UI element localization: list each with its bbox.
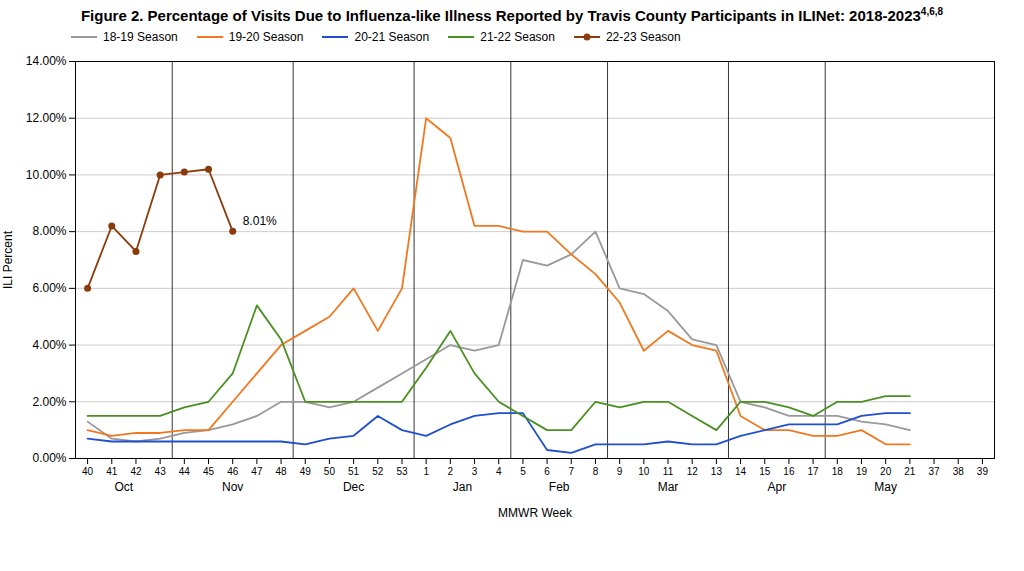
svg-text:ILI Percent: ILI Percent (1, 230, 15, 289)
html-text:22-23 Season: 22-23 Season (605, 29, 681, 44)
svg-text:53: 53 (396, 465, 408, 476)
svg-text:44: 44 (179, 465, 191, 476)
svg-text:14.00%: 14.00% (26, 54, 67, 68)
svg-text:Mar: Mar (658, 480, 679, 494)
svg-text:13: 13 (711, 465, 723, 476)
svg-text:Oct: Oct (115, 480, 134, 494)
svg-text:12.00%: 12.00% (26, 111, 67, 125)
svg-text:17: 17 (808, 465, 820, 476)
svg-text:47: 47 (251, 465, 263, 476)
svg-text:46: 46 (227, 465, 239, 476)
svg-text:8.00%: 8.00% (32, 224, 66, 238)
svg-text:19: 19 (856, 465, 868, 476)
html-text:4,6,8: 4,6,8 (920, 6, 944, 17)
svg-text:6.00%: 6.00% (32, 281, 66, 295)
svg-text:42: 42 (130, 465, 142, 476)
svg-text:Apr: Apr (767, 480, 786, 494)
svg-text:Dec: Dec (343, 480, 364, 494)
svg-text:4: 4 (496, 465, 502, 476)
svg-text:40: 40 (82, 465, 94, 476)
svg-text:1: 1 (423, 465, 429, 476)
svg-text:50: 50 (324, 465, 336, 476)
html-text:19-20 Season: 19-20 Season (228, 29, 304, 44)
svg-text:4.00%: 4.00% (32, 338, 66, 352)
svg-text:12: 12 (687, 465, 699, 476)
svg-text:2.00%: 2.00% (32, 394, 66, 408)
svg-text:6: 6 (544, 465, 550, 476)
html-text:Figure 2. Percentage of Visits: Figure 2. Percentage of Visits Due to In… (80, 7, 921, 24)
svg-text:38: 38 (953, 465, 965, 476)
svg-text:48: 48 (276, 465, 288, 476)
svg-text:21: 21 (904, 465, 916, 476)
svg-text:MMWR Week: MMWR Week (498, 505, 573, 519)
svg-text:3: 3 (472, 465, 478, 476)
svg-text:10.00%: 10.00% (26, 168, 67, 182)
svg-text:39: 39 (977, 465, 989, 476)
svg-text:49: 49 (300, 465, 312, 476)
svg-text:41: 41 (106, 465, 118, 476)
svg-text:9: 9 (617, 465, 623, 476)
svg-text:10: 10 (638, 465, 650, 476)
svg-text:16: 16 (783, 465, 795, 476)
svg-text:8: 8 (593, 465, 599, 476)
svg-text:8.01%: 8.01% (243, 214, 277, 228)
svg-text:Nov: Nov (222, 480, 243, 494)
svg-text:18: 18 (832, 465, 844, 476)
svg-text:5: 5 (520, 465, 526, 476)
svg-text:7: 7 (568, 465, 574, 476)
svg-text:52: 52 (372, 465, 384, 476)
svg-text:Feb: Feb (549, 480, 570, 494)
svg-text:14: 14 (735, 465, 747, 476)
html-text:18-19 Season: 18-19 Season (103, 29, 178, 44)
svg-text:Jan: Jan (453, 480, 472, 494)
svg-text:37: 37 (928, 465, 940, 476)
svg-text:11: 11 (663, 465, 674, 476)
svg-text:15: 15 (759, 465, 771, 476)
html-text:20-21 Season: 20-21 Season (354, 29, 430, 44)
svg-text:51: 51 (348, 465, 360, 476)
svg-text:2: 2 (448, 465, 454, 476)
html-text:21-22 Season: 21-22 Season (480, 29, 555, 44)
svg-text:May: May (874, 480, 897, 494)
svg-text:43: 43 (155, 465, 167, 476)
svg-text:20: 20 (880, 465, 892, 476)
svg-text:45: 45 (203, 465, 215, 476)
svg-text:0.00%: 0.00% (32, 451, 66, 465)
